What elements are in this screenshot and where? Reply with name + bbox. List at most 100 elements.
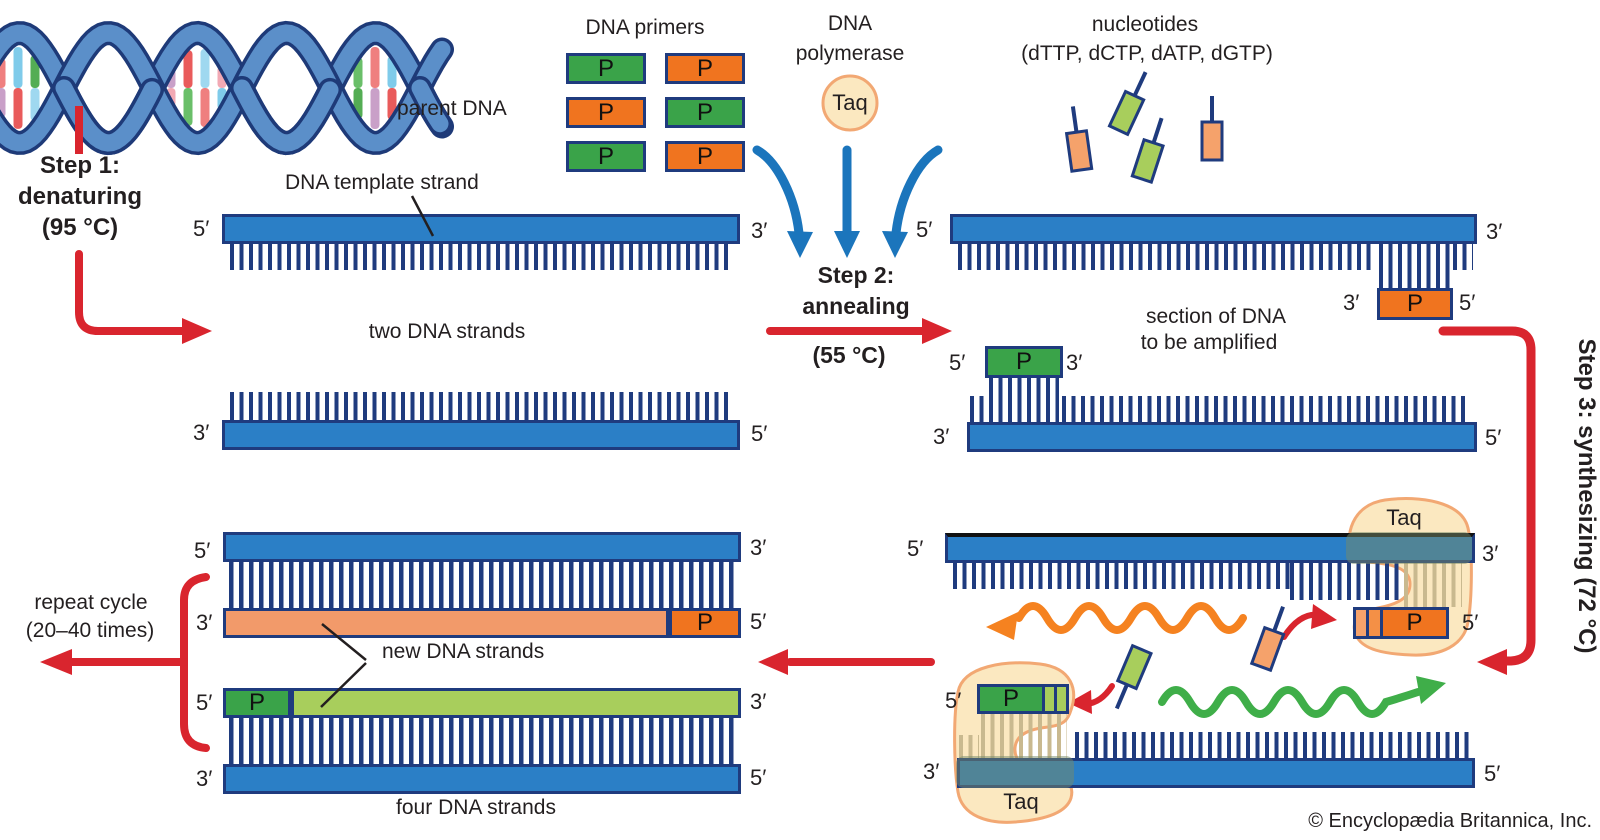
segment-divider — [1042, 687, 1045, 711]
result-strand-3-new-green — [291, 688, 741, 718]
step1-line2: denaturing — [18, 183, 142, 210]
step1-line1: Step 1: — [39, 152, 120, 179]
primer-chip-green: P — [566, 141, 646, 172]
orange-primer-annealed: P — [1377, 288, 1453, 320]
strand-end-label: 3′ — [196, 610, 213, 635]
section-amplified-label-2: to be amplified — [1140, 331, 1278, 354]
base-pair-rungs-2 — [229, 718, 735, 764]
synthesis-teeth-in-taq-upper — [1404, 563, 1462, 607]
taq-active-site-band-lower — [956, 756, 1074, 788]
strand-end-label: 5′ — [1459, 290, 1476, 315]
orange-primer-body: P — [1383, 609, 1446, 636]
teeth-top-right — [958, 244, 1372, 270]
orange-synthesis-wave-arrow — [986, 602, 1247, 640]
nucleotide-orange-3 — [1249, 605, 1286, 673]
synthesis-teeth-bottom — [1075, 732, 1469, 758]
primer-letter: P — [1002, 685, 1019, 712]
strand-end-label: 3′ — [750, 535, 767, 560]
template-strand-top-right — [950, 214, 1477, 244]
nucleotide-green-3 — [1114, 643, 1153, 710]
teeth-top-left — [230, 244, 732, 270]
nucleotide-green-1 — [1107, 71, 1148, 137]
primer-chip-green: P — [566, 53, 646, 84]
strand-end-label: 5′ — [193, 216, 210, 241]
teeth-bottom-right — [1062, 396, 1470, 422]
nucleotide-green-2 — [1130, 117, 1165, 185]
primer-chip-orange: P — [566, 97, 646, 128]
repeat-cycle-bracket — [40, 573, 210, 752]
strand-end-label: 5′ — [750, 609, 767, 634]
reagents-down-arrowheads — [787, 231, 908, 258]
step3-label: Step 3: synthesizing (72 °C) — [1573, 338, 1600, 654]
strand-end-label: 3′ — [750, 689, 767, 714]
strand-end-label: 3′ — [196, 766, 213, 791]
taq-label-upper: Taq — [1386, 505, 1422, 530]
template-strand-pointer-line — [410, 195, 435, 237]
dna-primers-label: DNA primers — [585, 16, 705, 39]
step2-line1: Step 2: — [817, 262, 895, 288]
strand-end-label: 3′ — [751, 218, 768, 243]
dna-template-strand-label: DNA template strand — [285, 171, 479, 194]
strand-end-label: 3′ — [933, 424, 950, 449]
new-dna-strands-label: new DNA strands — [382, 640, 545, 663]
primer-letter: P — [1406, 609, 1423, 636]
taq-circle-label: Taq — [832, 90, 868, 115]
two-dna-strands-label: two DNA strands — [368, 320, 526, 343]
synthesis-teeth-top-long — [1290, 563, 1402, 600]
teeth-below-green-primer — [989, 378, 1059, 422]
strand-end-label: 5′ — [916, 217, 933, 242]
result-strand-4-blue — [223, 764, 741, 794]
strand-end-label: 5′ — [751, 421, 768, 446]
template-strand-bottom-right — [967, 422, 1477, 452]
strand-end-label: 5′ — [945, 688, 962, 713]
repeat-cycle-label-1: repeat cycle — [34, 591, 148, 614]
new-nucleotide-segment — [1356, 610, 1366, 636]
nucleotide-in-arrow-upper — [1281, 604, 1337, 640]
primer-letter: P — [248, 689, 265, 716]
step1-elbow-arrow — [75, 250, 212, 344]
primer-letter: P — [696, 609, 713, 636]
synthesis-teeth-in-taq-lower — [981, 714, 1067, 758]
strand-end-label: 5′ — [750, 765, 767, 790]
strand-end-label: 3′ — [923, 759, 940, 784]
nucleotides-label-1: nucleotides — [1091, 13, 1199, 36]
template-strand-top-left — [222, 214, 740, 244]
primer-chip-orange: P — [665, 141, 745, 172]
strand-end-label: 5′ — [1484, 761, 1501, 786]
primer-chip-orange: P — [665, 53, 745, 84]
base-pair-rungs-1 — [229, 562, 735, 608]
strand-end-label: 3′ — [1486, 219, 1503, 244]
parent-dna-label: parent DNA — [397, 97, 507, 120]
orange-primer-extending: P — [1353, 607, 1449, 639]
repeat-cycle-label-2: (20–40 times) — [25, 619, 155, 642]
strand-end-label: 3′ — [1343, 290, 1360, 315]
segment-divider — [1380, 610, 1383, 636]
green-primer-extending: P — [977, 684, 1069, 714]
step3-elbow-arrow — [1438, 326, 1536, 675]
result-strand-2-new-salmon — [223, 608, 669, 638]
strand-end-label: 5′ — [196, 690, 213, 715]
result-strand-1-blue — [223, 532, 741, 562]
four-dna-strands-label: four DNA strands — [396, 796, 556, 819]
step2-line3: (55 °C) — [812, 342, 886, 368]
to-four-strands-arrow — [758, 649, 935, 675]
parent-dna-helix — [0, 20, 454, 156]
nucleotide-orange-2 — [1200, 96, 1224, 162]
teeth-bottom-left — [230, 392, 732, 420]
new-nucleotide-segment — [1057, 687, 1066, 711]
strand-end-label: 3′ — [1066, 350, 1083, 375]
taq-polymerase-circle — [821, 74, 879, 132]
step1-label: Step 1: denaturing (95 °C) — [18, 150, 142, 243]
strand-end-label: 5′ — [907, 536, 924, 561]
green-primer-annealed: P — [985, 346, 1063, 378]
step1-pointer-dash — [75, 106, 83, 154]
strand-end-label: 5′ — [1485, 425, 1502, 450]
new-strand-pointer-line-2 — [320, 662, 367, 708]
teeth-bottom-right-start — [970, 396, 986, 422]
taq-active-site-band-upper — [1346, 532, 1472, 564]
strand-end-label: 3′ — [1482, 541, 1499, 566]
step1-line3: (95 °C) — [41, 214, 119, 241]
taq-label-lower: Taq — [1003, 789, 1039, 814]
